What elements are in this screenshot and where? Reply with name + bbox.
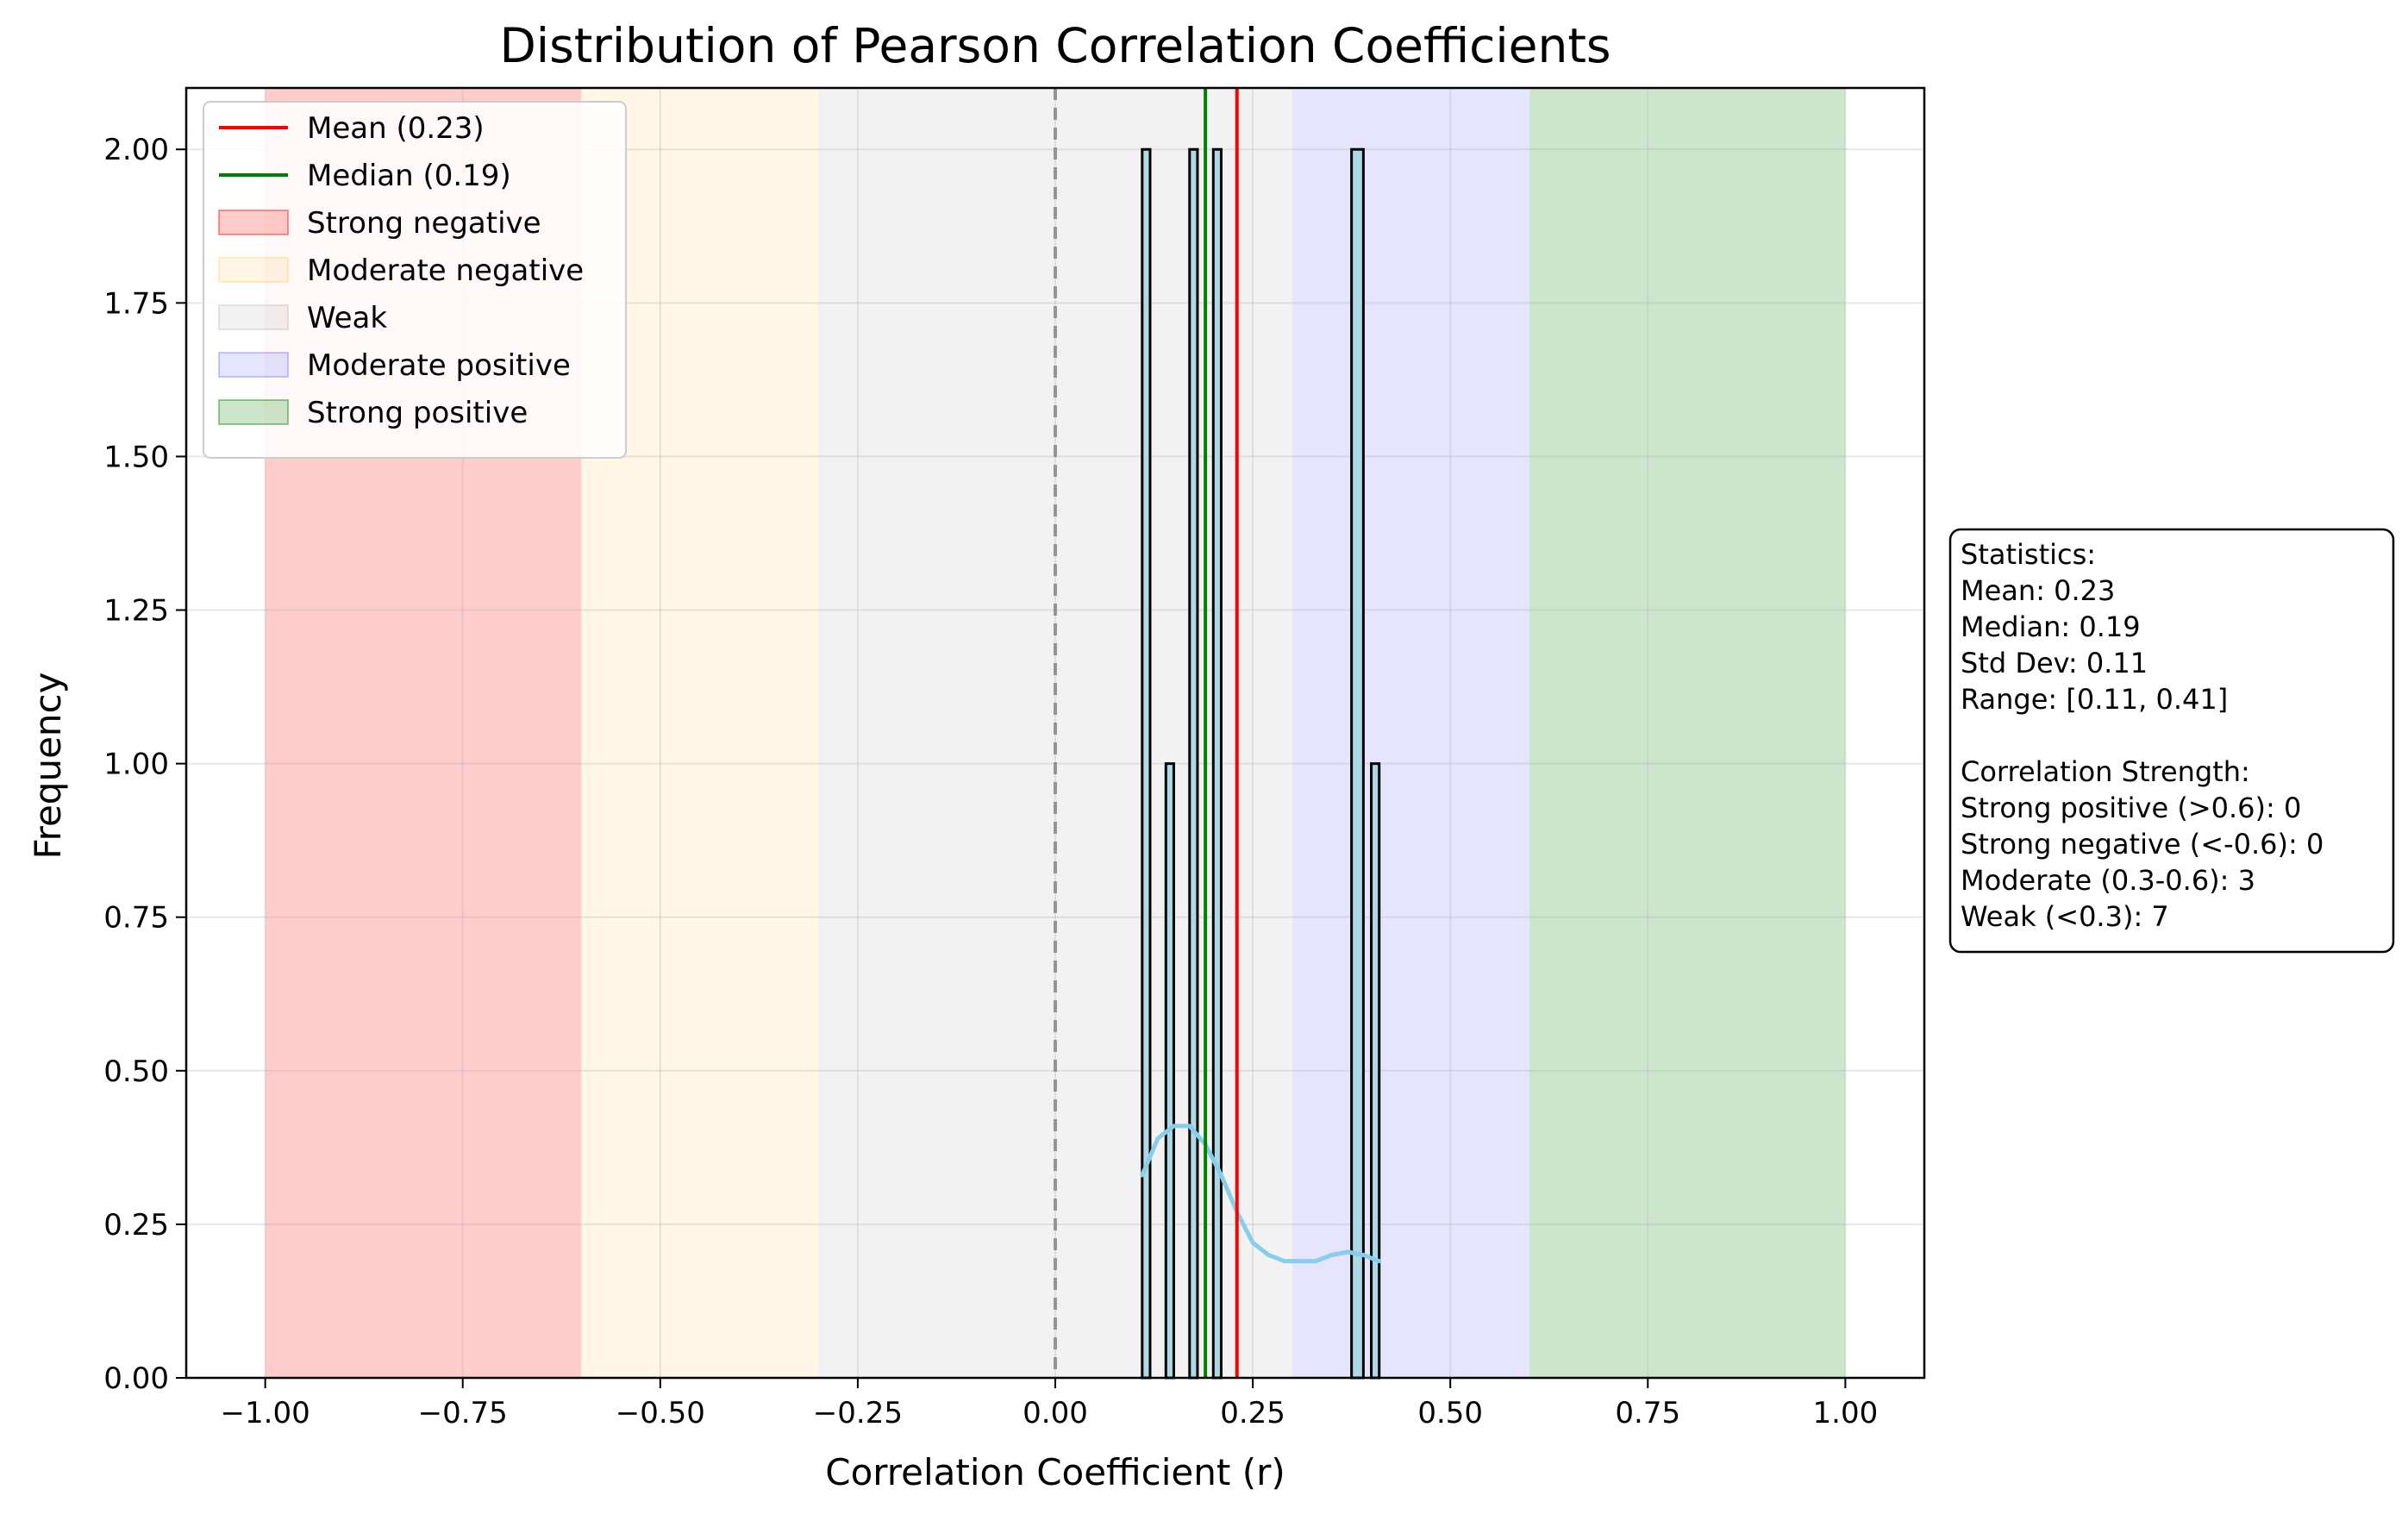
legend-patch-swatch: [218, 210, 289, 235]
x-axis-title: Correlation Coefficient (r): [825, 1451, 1285, 1493]
region-moderate-positive: [1292, 88, 1529, 1378]
legend-entry-label: Mean (0.23): [307, 111, 485, 146]
legend-entry-label: Weak: [307, 301, 387, 335]
histogram-bar: [1141, 147, 1152, 1380]
x-tick-label: 0.50: [1417, 1396, 1483, 1430]
legend-entry-label: Moderate negative: [307, 254, 584, 288]
x-tick-label: −0.25: [813, 1396, 903, 1430]
kde-curve: [1140, 1124, 1382, 1264]
legend-patch-swatch: [218, 257, 289, 283]
x-tick-label: 1.00: [1813, 1396, 1879, 1430]
x-tick-label: 0.00: [1023, 1396, 1088, 1430]
histogram-bar: [1370, 762, 1381, 1380]
histogram-bar: [1164, 762, 1175, 1380]
statistics-line: Weak (<0.3): 7: [1961, 900, 2169, 933]
legend-patch-swatch: [218, 399, 289, 425]
y-tick-label: 1.75: [103, 286, 169, 321]
statistics-line: Strong positive (>0.6): 0: [1961, 792, 2301, 824]
y-tick-label: 1.00: [103, 748, 169, 782]
x-tick-label: 0.75: [1615, 1396, 1680, 1430]
chart-title: Distribution of Pearson Correlation Coef…: [499, 18, 1611, 73]
legend-patch-swatch: [218, 304, 289, 330]
y-tick-label: 1.50: [103, 440, 169, 474]
y-tick-label: 0.50: [103, 1055, 169, 1089]
statistics-line: Correlation Strength:: [1961, 755, 2250, 788]
histogram-bar: [1188, 147, 1199, 1380]
statistics-line: Statistics:: [1961, 538, 2096, 571]
statistics-line: Range: [0.11, 0.41]: [1961, 683, 2228, 716]
statistics-line: Moderate (0.3-0.6): 3: [1961, 864, 2255, 897]
x-tick-label: 0.25: [1220, 1396, 1285, 1430]
x-tick-label: −1.00: [221, 1396, 310, 1430]
y-tick-label: 1.25: [103, 594, 169, 629]
y-tick-label: 0.25: [103, 1208, 169, 1242]
region-strong-positive: [1529, 88, 1846, 1378]
statistics-line: Strong negative (<-0.6): 0: [1961, 828, 2324, 861]
statistics-line: Median: 0.19: [1961, 610, 2141, 643]
legend-entry-label: Moderate positive: [307, 348, 571, 383]
statistics-line: Std Dev: 0.11: [1961, 647, 2148, 679]
legend-entry-label: Strong positive: [307, 396, 528, 430]
x-tick-label: −0.50: [616, 1396, 705, 1430]
legend-frame: [203, 101, 627, 459]
statistics-line: Mean: 0.23: [1961, 574, 2115, 607]
legend-entry-label: Strong negative: [307, 206, 541, 241]
y-axis-title: Frequency: [27, 673, 69, 860]
histogram-bar: [1350, 147, 1365, 1380]
y-tick-label: 0.75: [103, 901, 169, 936]
histogram-bar: [1211, 147, 1223, 1380]
x-tick-label: −0.75: [418, 1396, 508, 1430]
y-tick-label: 2.00: [103, 133, 169, 167]
legend-patch-swatch: [218, 352, 289, 378]
legend: Mean (0.23) Median (0.19) Strong negative M…: [203, 101, 627, 459]
y-tick-label: 0.00: [103, 1361, 169, 1396]
legend-entry-label: Median (0.19): [307, 159, 511, 193]
statistics-box-frame: [1948, 528, 2395, 954]
